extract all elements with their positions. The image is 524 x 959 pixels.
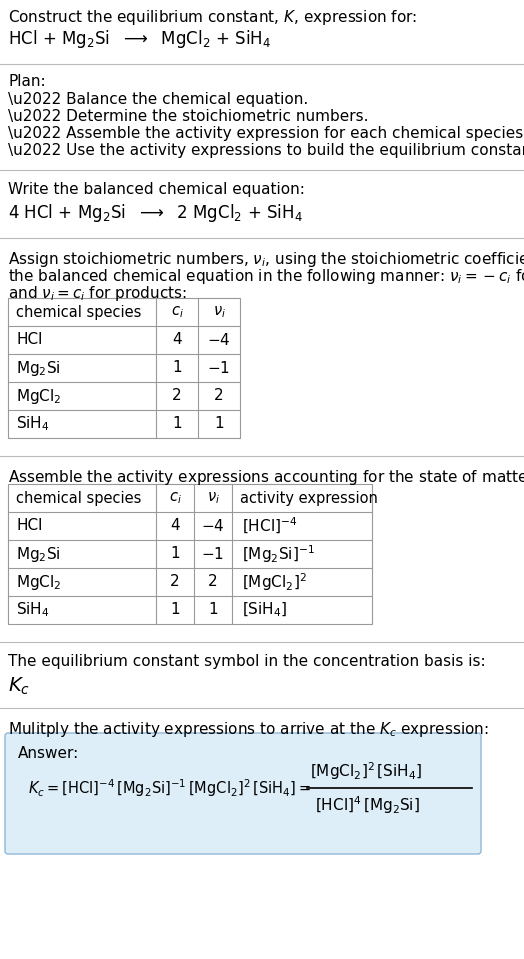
Text: \u2022 Use the activity expressions to build the equilibrium constant expression: \u2022 Use the activity expressions to b…: [8, 143, 524, 158]
Text: 1: 1: [170, 547, 180, 562]
Bar: [8, 298, 240, 438]
Text: Plan:: Plan:: [8, 74, 46, 89]
Text: Mulitply the activity expressions to arrive at the $K_c$ expression:: Mulitply the activity expressions to arr…: [8, 720, 489, 739]
Text: 2: 2: [208, 574, 218, 590]
Text: $-1$: $-1$: [202, 546, 224, 562]
Text: Write the balanced chemical equation:: Write the balanced chemical equation:: [8, 182, 305, 197]
Text: chemical species: chemical species: [16, 305, 141, 319]
Text: SiH$_4$: SiH$_4$: [16, 600, 50, 620]
Text: HCl: HCl: [16, 333, 42, 347]
Text: and $\nu_i = c_i$ for products:: and $\nu_i = c_i$ for products:: [8, 284, 187, 303]
Text: 4 HCl + Mg$_2$Si  $\longrightarrow$  2 MgCl$_2$ + SiH$_4$: 4 HCl + Mg$_2$Si $\longrightarrow$ 2 MgC…: [8, 202, 303, 224]
Text: \u2022 Assemble the activity expression for each chemical species.: \u2022 Assemble the activity expression …: [8, 126, 524, 141]
Text: 4: 4: [170, 519, 180, 533]
Text: $[\mathrm{MgCl_2}]^2$: $[\mathrm{MgCl_2}]^2$: [242, 572, 307, 593]
Text: chemical species: chemical species: [16, 490, 141, 505]
Text: $-4$: $-4$: [201, 518, 225, 534]
Text: Assemble the activity expressions accounting for the state of matter and $\nu_i$: Assemble the activity expressions accoun…: [8, 468, 524, 487]
Text: HCl + Mg$_2$Si  $\longrightarrow$  MgCl$_2$ + SiH$_4$: HCl + Mg$_2$Si $\longrightarrow$ MgCl$_2…: [8, 28, 271, 50]
Text: HCl: HCl: [16, 519, 42, 533]
Text: 2: 2: [172, 388, 182, 404]
Text: Mg$_2$Si: Mg$_2$Si: [16, 359, 61, 378]
Text: $-4$: $-4$: [207, 332, 231, 348]
Text: \u2022 Determine the stoichiometric numbers.: \u2022 Determine the stoichiometric numb…: [8, 109, 368, 124]
Text: $c_i$: $c_i$: [169, 490, 181, 505]
Text: 1: 1: [170, 602, 180, 618]
Bar: [8, 484, 372, 624]
Text: $[\mathrm{Mg_2Si}]^{-1}$: $[\mathrm{Mg_2Si}]^{-1}$: [242, 543, 315, 565]
Text: $c_i$: $c_i$: [171, 304, 183, 320]
Text: activity expression: activity expression: [240, 490, 378, 505]
Text: $\nu_i$: $\nu_i$: [213, 304, 225, 320]
Text: The equilibrium constant symbol in the concentration basis is:: The equilibrium constant symbol in the c…: [8, 654, 486, 669]
Text: SiH$_4$: SiH$_4$: [16, 414, 50, 433]
Text: $\nu_i$: $\nu_i$: [206, 490, 220, 505]
Text: the balanced chemical equation in the following manner: $\nu_i = -c_i$ for react: the balanced chemical equation in the fo…: [8, 267, 524, 286]
Text: $[\mathrm{SiH_4}]$: $[\mathrm{SiH_4}]$: [242, 600, 288, 620]
Text: \u2022 Balance the chemical equation.: \u2022 Balance the chemical equation.: [8, 92, 308, 107]
Text: 1: 1: [172, 361, 182, 376]
Text: MgCl$_2$: MgCl$_2$: [16, 573, 61, 592]
Text: 1: 1: [214, 416, 224, 432]
Text: 1: 1: [208, 602, 218, 618]
Text: $[\mathrm{HCl}]^4\,[\mathrm{Mg_2Si}]$: $[\mathrm{HCl}]^4\,[\mathrm{Mg_2Si}]$: [315, 794, 420, 816]
Text: $[\mathrm{HCl}]^{-4}$: $[\mathrm{HCl}]^{-4}$: [242, 516, 298, 536]
Text: $K_c = [\mathrm{HCl}]^{-4}\,[\mathrm{Mg_2Si}]^{-1}\,[\mathrm{MgCl_2}]^2\,[\mathr: $K_c = [\mathrm{HCl}]^{-4}\,[\mathrm{Mg_…: [28, 777, 311, 799]
Text: 2: 2: [170, 574, 180, 590]
Text: 2: 2: [214, 388, 224, 404]
Text: Mg$_2$Si: Mg$_2$Si: [16, 545, 61, 564]
Text: $K_c$: $K_c$: [8, 676, 30, 697]
Text: $[\mathrm{MgCl_2}]^2\,[\mathrm{SiH_4}]$: $[\mathrm{MgCl_2}]^2\,[\mathrm{SiH_4}]$: [310, 760, 422, 782]
Text: Assign stoichiometric numbers, $\nu_i$, using the stoichiometric coefficients, $: Assign stoichiometric numbers, $\nu_i$, …: [8, 250, 524, 269]
Text: 4: 4: [172, 333, 182, 347]
Text: 1: 1: [172, 416, 182, 432]
Text: Construct the equilibrium constant, $K$, expression for:: Construct the equilibrium constant, $K$,…: [8, 8, 417, 27]
Text: MgCl$_2$: MgCl$_2$: [16, 386, 61, 406]
Text: $-1$: $-1$: [208, 360, 231, 376]
FancyBboxPatch shape: [5, 733, 481, 854]
Text: Answer:: Answer:: [18, 746, 79, 761]
